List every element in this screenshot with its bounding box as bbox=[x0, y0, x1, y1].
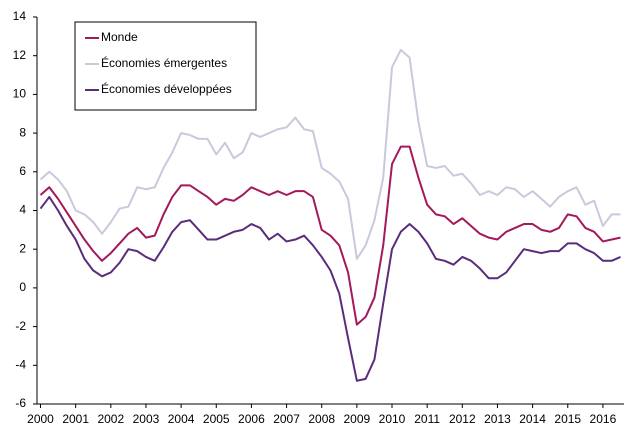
x-tick-label: 2010 bbox=[379, 412, 406, 426]
x-tick-label: 2005 bbox=[203, 412, 230, 426]
y-tick-label: -4 bbox=[15, 357, 26, 371]
x-tick-label: 2015 bbox=[554, 412, 581, 426]
series-line bbox=[39, 48, 621, 260]
x-tick-label: 2013 bbox=[484, 412, 511, 426]
legend-box bbox=[74, 21, 257, 111]
x-tick-label: 2011 bbox=[414, 412, 440, 426]
y-tick-label: 0 bbox=[19, 280, 26, 294]
y-tick-label: 10 bbox=[13, 87, 27, 101]
x-tick-label: 2009 bbox=[344, 412, 371, 426]
y-tick-label: 2 bbox=[19, 241, 26, 255]
legend-label: Économies développées bbox=[101, 81, 232, 96]
y-tick-label: 6 bbox=[19, 164, 26, 178]
x-tick-label: 2014 bbox=[519, 412, 546, 426]
x-tick-label: 2001 bbox=[62, 412, 89, 426]
series-line bbox=[39, 195, 621, 382]
x-tick-label: 2016 bbox=[590, 412, 617, 426]
x-tick-label: 2000 bbox=[27, 412, 54, 426]
x-tick-label: 2006 bbox=[238, 412, 265, 426]
x-tick-label: 2012 bbox=[449, 412, 476, 426]
x-tick-label: 2002 bbox=[97, 412, 124, 426]
series-line bbox=[39, 145, 621, 326]
x-tick-label: 2004 bbox=[168, 412, 195, 426]
legend-label: Économies émergentes bbox=[101, 55, 227, 70]
y-tick-label: 4 bbox=[19, 203, 26, 217]
y-tick-label: 8 bbox=[19, 125, 26, 139]
x-tick-label: 2007 bbox=[273, 412, 300, 426]
y-tick-label: 14 bbox=[13, 9, 27, 23]
y-tick-label: 12 bbox=[13, 48, 27, 62]
x-tick-label: 2008 bbox=[308, 412, 335, 426]
y-tick-label: -6 bbox=[15, 396, 26, 410]
y-tick-label: -2 bbox=[15, 319, 26, 333]
legend-label: Monde bbox=[101, 30, 138, 44]
x-tick-label: 2003 bbox=[133, 412, 160, 426]
